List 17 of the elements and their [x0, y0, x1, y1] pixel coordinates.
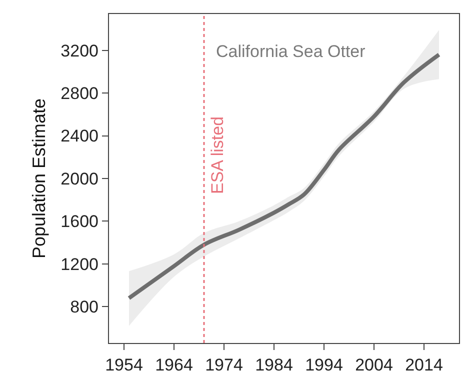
x-tick-label: 1994	[305, 356, 343, 374]
y-tick-label: 2000	[60, 169, 98, 188]
x-tick-label: 1984	[255, 356, 293, 374]
y-tick-label: 1600	[60, 212, 98, 232]
x-tick-label: 2014	[405, 356, 443, 374]
x-tick-label: 1954	[105, 356, 143, 374]
x-tick-label: 2004	[355, 356, 393, 374]
y-tick-label: 3200	[60, 41, 98, 60]
annotation: California Sea Otter	[216, 42, 366, 61]
ref-line-label: ESA listed	[208, 116, 228, 194]
x-tick-label: 1964	[155, 356, 193, 374]
y-tick-label: 800	[70, 298, 98, 317]
y-tick-label: 2800	[60, 84, 98, 103]
y-axis-title: Population Estimate	[28, 98, 49, 259]
y-tick-label: 1200	[60, 254, 98, 274]
y-tick-label: 2400	[60, 126, 98, 146]
x-tick-label: 1974	[205, 356, 243, 374]
